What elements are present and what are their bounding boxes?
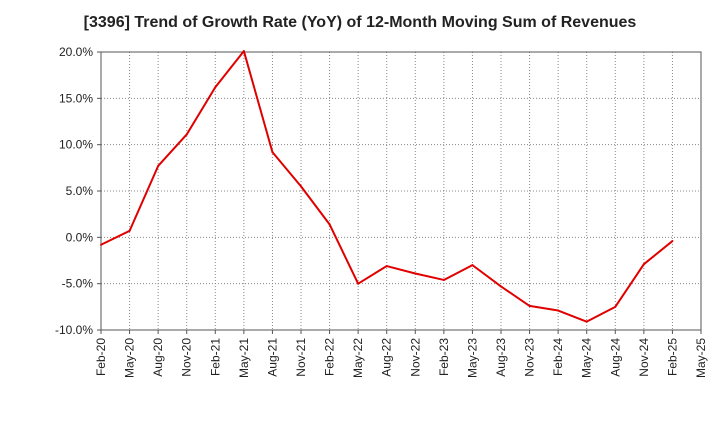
data-point [100,243,102,246]
chart-title: [3396] Trend of Growth Rate (YoY) of 12-… [83,14,637,31]
data-point [157,164,160,167]
y-tick-label: -10.0% [55,323,93,337]
data-point [300,185,302,188]
data-point [585,320,588,323]
data-point [442,278,445,281]
data-point [528,304,531,307]
x-tick-label: May-21 [237,338,251,378]
x-tick-label: May-23 [465,338,479,378]
x-tick-label: Nov-24 [637,338,651,377]
x-tick-label: Aug-20 [151,338,165,377]
x-tick-label: May-20 [123,338,137,378]
data-point [642,263,645,266]
y-tick-label: 5.0% [66,184,94,198]
data-point [614,305,617,308]
data-point [500,285,502,288]
x-tick-label: Aug-21 [265,338,279,377]
x-tick-label: Feb-22 [323,338,337,376]
data-point [414,272,417,275]
data-point [385,265,388,268]
data-point [328,223,331,226]
x-tick-label: Aug-23 [494,338,508,377]
x-tick-label: Nov-21 [294,338,308,377]
y-tick-label: 20.0% [59,45,93,59]
x-tick-label: Nov-20 [180,338,194,377]
y-tick-label: 15.0% [59,91,93,105]
x-tick-label: Feb-24 [551,338,565,376]
data-point [185,133,188,136]
x-tick-label: Feb-23 [437,338,451,376]
data-point [557,309,560,312]
data-point [214,86,217,89]
data-point [271,151,274,154]
x-tick-label: Nov-22 [408,338,422,377]
x-tick-label: May-24 [580,338,594,378]
data-point [671,240,674,243]
x-tick-label: Aug-22 [380,338,394,377]
y-tick-label: 10.0% [59,138,93,152]
x-tick-label: Nov-23 [523,338,537,377]
y-tick-label: -5.0% [62,277,94,291]
data-point [357,282,360,285]
x-tick-label: May-25 [694,338,708,378]
data-point [242,50,245,53]
x-tick-label: Aug-24 [608,338,622,377]
data-point [128,229,131,232]
x-tick-label: Feb-25 [665,338,679,376]
y-tick-label: 0.0% [66,230,94,244]
data-point [471,264,474,267]
x-tick-label: May-22 [351,338,365,378]
x-tick-label: Feb-21 [208,338,222,376]
x-tick-label: Feb-20 [94,338,108,376]
